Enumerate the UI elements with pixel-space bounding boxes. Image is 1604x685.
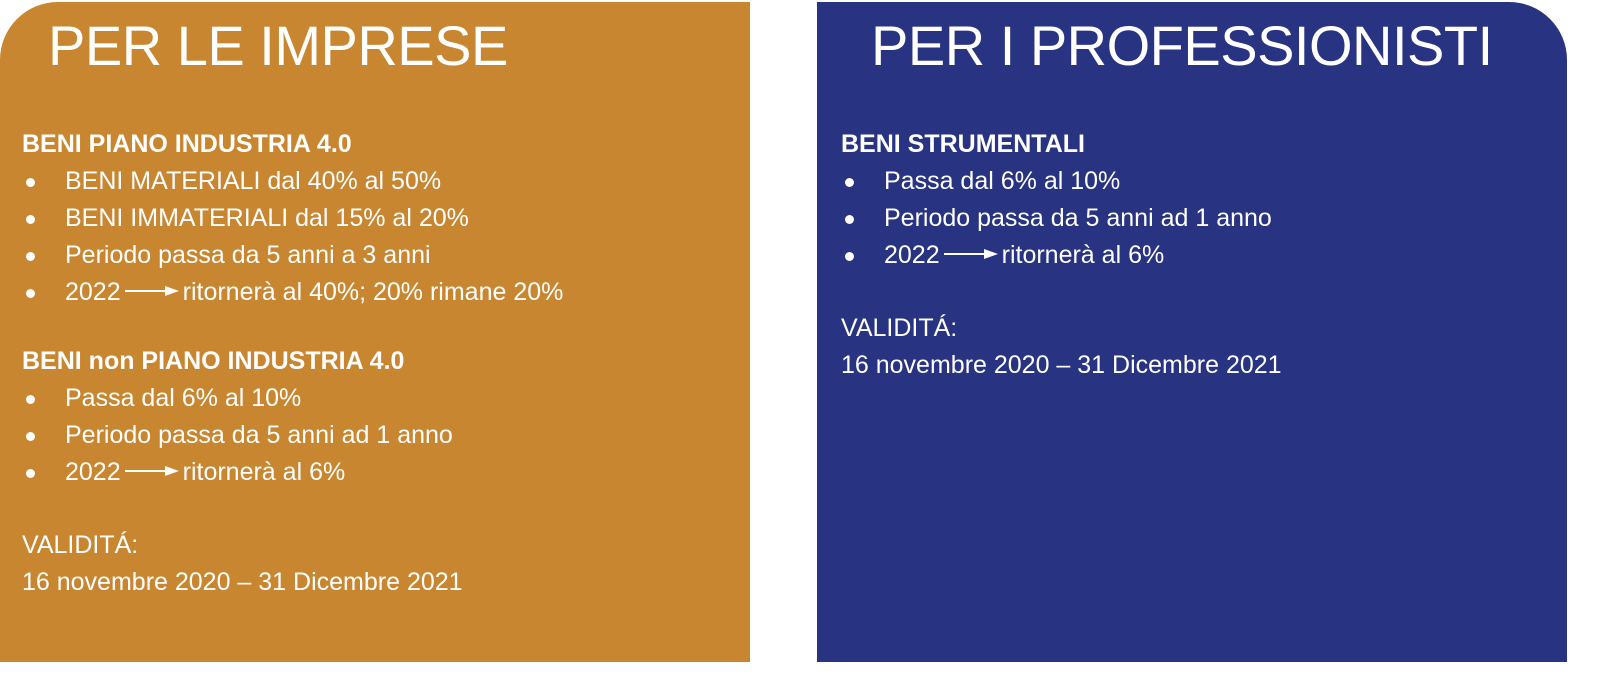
- item-text: BENI IMMATERIALI dal 15% al 20%: [65, 204, 469, 232]
- arrow-right-icon: [124, 466, 179, 477]
- section-piano-industria: BENI PIANO INDUSTRIA 4.0 BENI MATERIALI …: [22, 126, 750, 311]
- validity-dates: 16 novembre 2020 – 31 Dicembre 2021: [22, 568, 463, 596]
- bullet-icon: [26, 395, 35, 404]
- section-heading: BENI PIANO INDUSTRIA 4.0: [22, 130, 352, 158]
- list-item: BENI IMMATERIALI dal 15% al 20%: [22, 200, 750, 237]
- arrow-right-icon: [124, 286, 179, 297]
- list-item: 2022 ritornerà al 6%: [841, 237, 1567, 274]
- imprese-panel: PER LE IMPRESE BENI PIANO INDUSTRIA 4.0 …: [0, 2, 750, 662]
- validity: VALIDITÁ: 16 novembre 2020 – 31 Dicembre…: [22, 527, 750, 601]
- list-item: BENI MATERIALI dal 40% al 50%: [22, 163, 750, 200]
- arrow-right-icon: [943, 249, 998, 260]
- item-text: Passa dal 6% al 10%: [65, 384, 302, 412]
- validity-label: VALIDITÁ:: [841, 314, 958, 342]
- section-heading: BENI STRUMENTALI: [841, 130, 1085, 158]
- validity: VALIDITÁ: 16 novembre 2020 – 31 Dicembre…: [841, 310, 1567, 384]
- bullet-icon: [845, 252, 854, 261]
- item-text: ritornerà al 6%: [182, 458, 346, 486]
- list-item: Periodo passa da 5 anni ad 1 anno: [841, 200, 1567, 237]
- bullet-icon: [845, 215, 854, 224]
- item-year: 2022: [65, 278, 121, 306]
- section-heading: BENI non PIANO INDUSTRIA 4.0: [22, 347, 405, 375]
- bullet-icon: [26, 215, 35, 224]
- list-item: Passa dal 6% al 10%: [22, 380, 750, 417]
- section-beni-strumentali: BENI STRUMENTALI Passa dal 6% al 10% Per…: [841, 126, 1567, 274]
- item-year: 2022: [65, 458, 121, 486]
- item-text: ritornerà al 40%; 20% rimane 20%: [182, 278, 564, 306]
- professionisti-panel: PER I PROFESSIONISTI BENI STRUMENTALI Pa…: [817, 2, 1567, 662]
- bullet-icon: [26, 289, 35, 298]
- list-item: Periodo passa da 5 anni ad 1 anno: [22, 417, 750, 454]
- validity-label: VALIDITÁ:: [22, 531, 139, 559]
- item-year: 2022: [884, 241, 940, 269]
- validity-dates: 16 novembre 2020 – 31 Dicembre 2021: [841, 351, 1282, 379]
- item-text: ritornerà al 6%: [1001, 241, 1165, 269]
- list-item: Periodo passa da 5 anni a 3 anni: [22, 237, 750, 274]
- item-text: BENI MATERIALI dal 40% al 50%: [65, 167, 442, 195]
- item-text: Periodo passa da 5 anni ad 1 anno: [65, 421, 453, 449]
- item-text: Periodo passa da 5 anni a 3 anni: [65, 241, 431, 269]
- bullet-icon: [26, 252, 35, 261]
- item-text: Periodo passa da 5 anni ad 1 anno: [884, 204, 1272, 232]
- section-non-piano-industria: BENI non PIANO INDUSTRIA 4.0 Passa dal 6…: [22, 343, 750, 491]
- imprese-title: PER LE IMPRESE: [48, 14, 508, 77]
- bullet-icon: [26, 178, 35, 187]
- list-item: 2022 ritornerà al 40%; 20% rimane 20%: [22, 274, 750, 311]
- bullet-icon: [26, 432, 35, 441]
- professionisti-title: PER I PROFESSIONISTI: [871, 14, 1493, 77]
- item-text: Passa dal 6% al 10%: [884, 167, 1121, 195]
- bullet-icon: [26, 469, 35, 478]
- list-item: 2022 ritornerà al 6%: [22, 454, 750, 491]
- bullet-icon: [845, 178, 854, 187]
- list-item: Passa dal 6% al 10%: [841, 163, 1567, 200]
